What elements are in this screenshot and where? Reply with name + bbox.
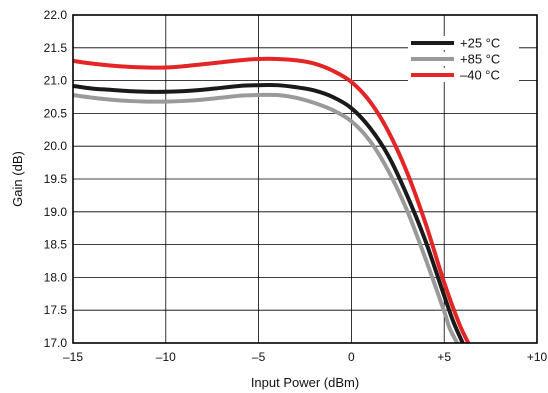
y-tick-labels: 17.0 17.5 18.0 18.5 19.0 19.5 20.0 20.5 21.0 21.5… bbox=[44, 8, 68, 350]
x-axis-title: Input Power (dBm) bbox=[251, 375, 359, 390]
x-tick-label: –5 bbox=[252, 350, 266, 364]
y-tick-label: 21.0 bbox=[44, 74, 68, 88]
series-lines bbox=[72, 56, 471, 344]
series-line bbox=[72, 92, 459, 344]
series-line bbox=[72, 83, 465, 344]
x-tick-label: –10 bbox=[156, 350, 176, 364]
x-tick-label: 0 bbox=[348, 350, 355, 364]
y-tick-label: 19.5 bbox=[44, 172, 68, 186]
x-tick-labels: –15 –10 –5 0 +5 +10 bbox=[63, 350, 548, 364]
legend-label: –40 °C bbox=[460, 68, 500, 83]
y-tick-label: 17.0 bbox=[44, 336, 68, 350]
y-tick-label: 18.0 bbox=[44, 270, 68, 284]
y-tick-label: 19.0 bbox=[44, 205, 68, 219]
y-tick-label: 22.0 bbox=[44, 8, 68, 22]
y-axis-title: Gain (dB) bbox=[10, 151, 25, 207]
legend-entry-background bbox=[408, 52, 519, 66]
legend: +25 °C+85 °C–40 °C bbox=[408, 36, 519, 83]
legend-entry-background bbox=[408, 36, 519, 50]
legend-label: +85 °C bbox=[460, 52, 500, 67]
legend-entry-background bbox=[408, 68, 519, 82]
y-tick-label: 21.5 bbox=[44, 41, 68, 55]
y-tick-label: 18.5 bbox=[44, 238, 68, 252]
y-tick-label: 20.0 bbox=[44, 139, 68, 153]
y-tick-label: 17.5 bbox=[44, 303, 68, 317]
x-tick-label: +5 bbox=[437, 350, 451, 364]
legend-label: +25 °C bbox=[460, 36, 500, 51]
series-line bbox=[72, 56, 471, 344]
x-tick-label: +10 bbox=[527, 350, 548, 364]
y-tick-label: 20.5 bbox=[44, 106, 68, 120]
plot-frame bbox=[72, 14, 538, 344]
x-tick-label: –15 bbox=[63, 350, 83, 364]
